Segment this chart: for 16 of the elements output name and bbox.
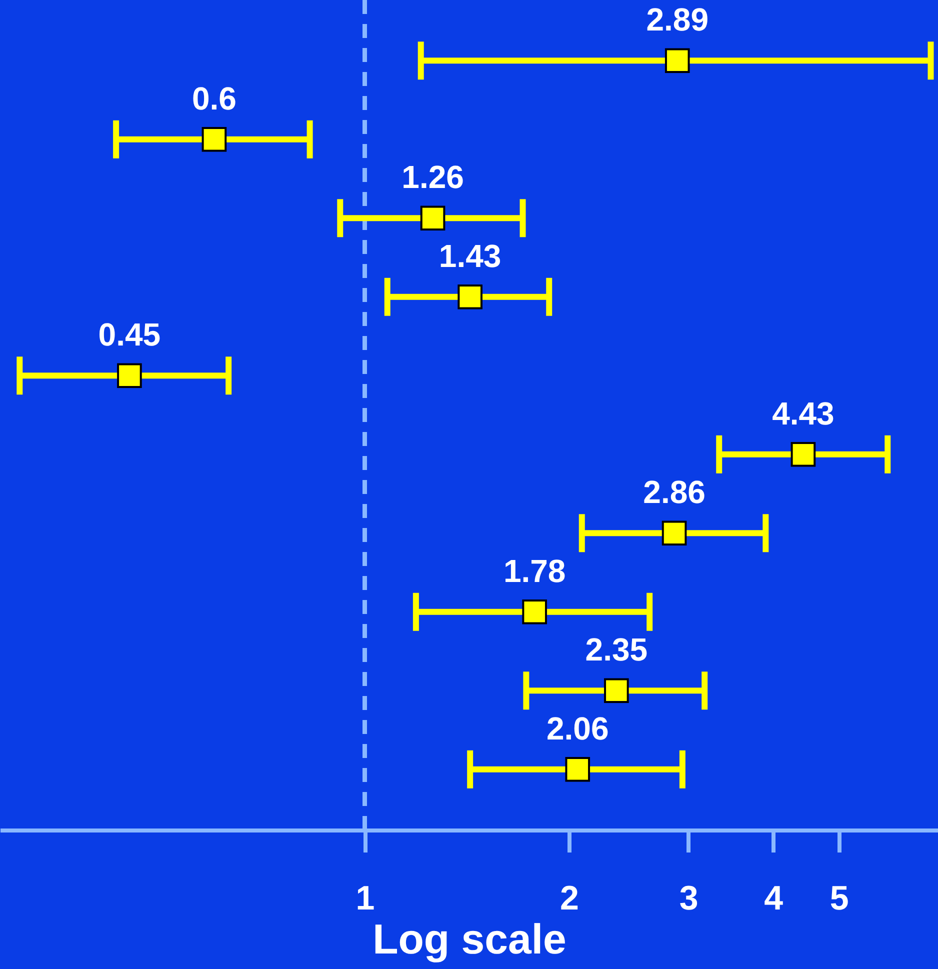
x-axis-title: Log scale [372,916,566,962]
data-label: 2.89 [646,2,709,38]
data-label: 2.06 [546,710,609,746]
x-tick-label: 5 [830,880,849,918]
x-tick-label: 3 [679,880,698,918]
data-label: 1.43 [438,238,502,274]
data-label: 0.45 [98,316,161,353]
x-tick-label: 1 [356,880,375,918]
data-label: 0.6 [192,80,236,116]
data-label: 4.43 [772,395,834,432]
x-tick-label: 2 [560,880,579,918]
data-label: 2.86 [643,474,706,510]
data-label: 1.26 [402,159,464,196]
x-tick-label: 4 [764,880,784,918]
data-label: 2.35 [585,632,648,668]
data-label: 1.78 [503,552,566,589]
